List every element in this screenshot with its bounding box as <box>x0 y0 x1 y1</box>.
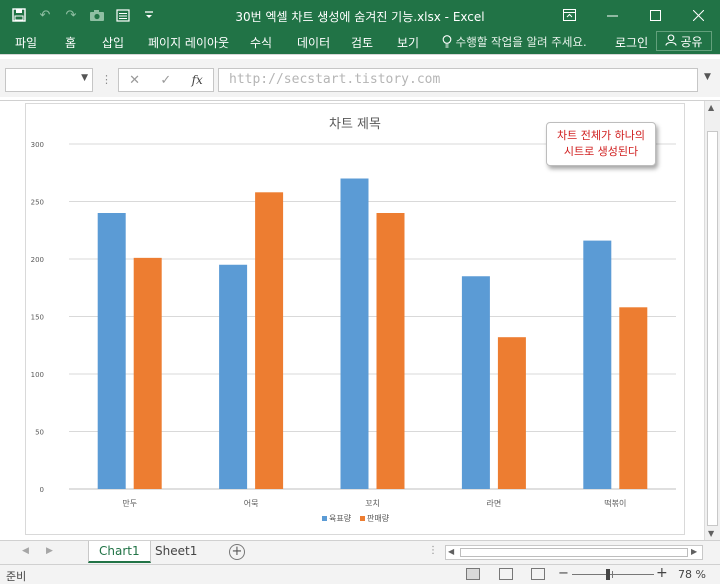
share-button[interactable]: 공유 <box>656 31 712 51</box>
bar-2-2[interactable] <box>255 192 284 490</box>
y-tick-label: 300 <box>31 141 44 149</box>
formula-input[interactable]: http://secstart.tistory.com <box>218 68 698 92</box>
zoom-slider[interactable] <box>572 574 654 575</box>
status-bar: 준비 − + 78 % <box>0 564 720 584</box>
window-controls <box>548 0 720 30</box>
annotation-callout: 차트 전체가 하나의 시트로 생성된다 <box>546 122 656 166</box>
sheet-tab-sheet1[interactable]: Sheet1 <box>155 544 198 558</box>
bar-chart[interactable]: 차트 제목 0 50 100 150 200 250 300 만두 어묵 꼬치 라면 떡볶이 육표량… <box>26 104 684 534</box>
tab-insert[interactable]: 삽입 <box>102 36 125 50</box>
name-box[interactable]: ▼ <box>5 68 93 92</box>
tab-review[interactable]: 검토 <box>351 36 374 50</box>
x-tick-label: 만두 <box>122 499 137 508</box>
maximize-icon[interactable] <box>634 0 677 30</box>
y-tick-label: 150 <box>31 314 44 322</box>
tab-page-layout[interactable]: 페이지 레이아웃 <box>148 36 230 50</box>
legend-swatch <box>322 516 327 521</box>
y-tick-label: 50 <box>35 429 44 437</box>
chart-area[interactable]: 차트 제목 0 50 100 150 200 250 300 만두 어묵 꼬치 라면 떡볶이 육표량… <box>25 103 685 535</box>
formula-bar-grip[interactable]: ⋮ <box>101 73 112 86</box>
y-tick-label: 0 <box>40 486 44 494</box>
y-tick-label: 250 <box>31 199 44 207</box>
save-icon[interactable] <box>8 6 30 24</box>
prev-sheet-icon[interactable]: ◀ <box>22 546 29 556</box>
chart-sheet: 차트 제목 0 50 100 150 200 250 300 만두 어묵 꼬치 라면 떡볶이 육표량… <box>0 100 720 541</box>
chevron-down-icon[interactable]: ▼ <box>81 73 88 83</box>
zoom-out-button[interactable]: − <box>558 566 569 581</box>
add-sheet-button[interactable]: + <box>229 544 245 560</box>
formula-buttons: ✕ ✓ fx <box>118 68 214 92</box>
lightbulb-icon <box>442 35 456 49</box>
close-icon[interactable] <box>677 0 720 30</box>
scroll-left-icon[interactable]: ◀ <box>448 547 455 556</box>
sheet-tab-chart1[interactable]: Chart1 <box>88 541 151 563</box>
y-tick-label: 100 <box>31 371 44 379</box>
x-tick-label: 라면 <box>487 498 502 508</box>
bar-2-3[interactable] <box>376 213 405 489</box>
bar-1-2[interactable] <box>219 264 248 489</box>
callout-line-2: 시트로 생성된다 <box>563 145 639 158</box>
legend-label: 판매량 <box>367 513 390 523</box>
title-bar: ↶ ↷ 30번 엑셀 차트 생성에 숨겨진 기능.xlsx - Excel <box>0 0 720 30</box>
x-tick-label: 꼬치 <box>365 499 380 508</box>
vertical-scrollbar[interactable]: ▲ ▼ <box>704 101 720 541</box>
tab-formulas[interactable]: 수식 <box>250 36 273 50</box>
undo-icon[interactable]: ↶ <box>39 7 51 23</box>
x-tick-label: 어묵 <box>244 498 259 508</box>
customize-icon[interactable] <box>138 6 160 24</box>
zoom-slider-thumb[interactable] <box>605 569 610 580</box>
formula-bar: ▼ ⋮ ✕ ✓ fx http://secstart.tistory.com ▼ <box>0 54 720 100</box>
y-tick-label: 200 <box>31 256 44 264</box>
vertical-scroll-thumb[interactable] <box>707 131 718 526</box>
zoom-in-button[interactable]: + <box>656 565 668 581</box>
callout-line-1: 차트 전체가 하나의 <box>557 129 645 142</box>
tell-me-box[interactable]: 수행할 작업을 알려 주세요. <box>442 34 587 50</box>
tell-me-label: 수행할 작업을 알려 주세요. <box>455 35 587 49</box>
next-sheet-icon[interactable]: ▶ <box>46 546 53 556</box>
bar-1-5[interactable] <box>583 240 612 489</box>
cancel-icon[interactable]: ✕ <box>129 72 141 88</box>
bar-1-1[interactable] <box>97 213 126 489</box>
minimize-icon[interactable] <box>591 0 634 30</box>
bar-2-1[interactable] <box>133 257 162 489</box>
scroll-right-icon[interactable]: ▶ <box>691 547 698 556</box>
normal-view-icon[interactable] <box>466 568 480 580</box>
legend-swatch <box>360 516 365 521</box>
tab-view[interactable]: 보기 <box>397 36 420 50</box>
login-link[interactable]: 로그인 <box>615 36 649 50</box>
horizontal-scrollbar[interactable]: ◀ ▶ <box>445 545 703 560</box>
ribbon-tabs: 파일 홈 삽입 페이지 레이아웃 수식 데이터 검토 보기 수행할 작업을 알려… <box>0 30 720 54</box>
tab-file[interactable]: 파일 <box>15 36 38 50</box>
redo-icon[interactable]: ↷ <box>65 7 77 23</box>
status-ready: 준비 <box>6 570 27 583</box>
legend-label: 육표량 <box>329 513 352 523</box>
x-tick-label: 떡볶이 <box>604 498 626 508</box>
sheet-tab-bar: ◀ ▶ Chart1 Sheet1 + ⋮ ◀ ▶ <box>0 540 720 564</box>
enter-icon[interactable]: ✓ <box>160 72 172 88</box>
ribbon-display-icon[interactable] <box>548 0 591 30</box>
page-layout-view-icon[interactable] <box>499 568 513 580</box>
share-label: 공유 <box>680 34 703 49</box>
tab-data[interactable]: 데이터 <box>297 36 331 50</box>
chart-title: 차트 제목 <box>329 117 381 132</box>
scroll-down-icon[interactable]: ▼ <box>708 529 715 538</box>
quick-access-toolbar: ↶ ↷ <box>8 6 160 24</box>
scroll-up-icon[interactable]: ▲ <box>708 103 715 112</box>
horizontal-scroll-thumb[interactable] <box>460 548 688 557</box>
zoom-level[interactable]: 78 % <box>678 568 706 581</box>
form-icon[interactable] <box>112 6 134 24</box>
bar-1-4[interactable] <box>461 276 490 489</box>
camera-icon[interactable] <box>86 6 108 24</box>
insert-function-icon[interactable]: fx <box>191 73 203 87</box>
page-break-view-icon[interactable] <box>531 568 545 580</box>
tab-split-grip[interactable]: ⋮ <box>428 545 438 556</box>
bar-2-5[interactable] <box>619 307 648 489</box>
expand-formula-icon[interactable]: ▼ <box>704 72 711 82</box>
tab-home[interactable]: 홈 <box>65 36 77 50</box>
bar-2-4[interactable] <box>497 337 526 489</box>
bar-1-3[interactable] <box>340 178 369 490</box>
zoom-100-mark <box>612 571 613 578</box>
person-icon <box>665 33 678 49</box>
